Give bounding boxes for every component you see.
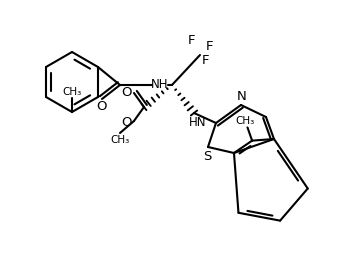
Text: O: O xyxy=(122,86,132,99)
Text: N: N xyxy=(237,91,247,104)
Text: F: F xyxy=(202,54,210,68)
Text: F: F xyxy=(206,41,214,54)
Text: HN: HN xyxy=(189,115,207,129)
Text: NH: NH xyxy=(151,78,169,91)
Text: CH₃: CH₃ xyxy=(236,116,255,126)
Text: S: S xyxy=(203,150,211,163)
Text: CH₃: CH₃ xyxy=(62,87,82,97)
Text: O: O xyxy=(97,100,107,113)
Text: CH₃: CH₃ xyxy=(110,135,130,145)
Text: O: O xyxy=(122,115,132,129)
Text: F: F xyxy=(188,34,196,47)
